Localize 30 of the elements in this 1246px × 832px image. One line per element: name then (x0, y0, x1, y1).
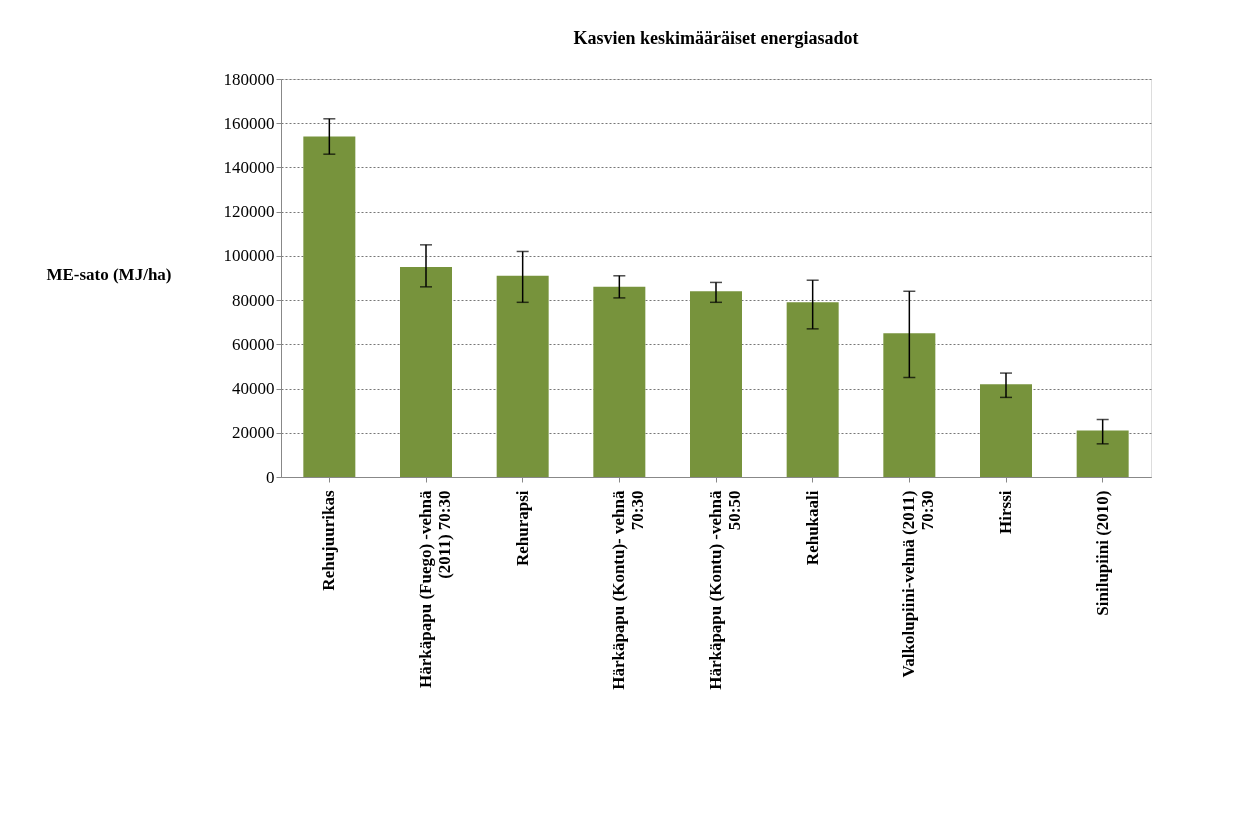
x-tick-label: Valkolupiini-vehnä (2011) 70:30 (899, 490, 938, 678)
bar (690, 291, 742, 477)
bar (883, 333, 936, 477)
y-tick-label: 160000 (223, 113, 275, 133)
y-tick-label: 140000 (223, 157, 275, 177)
bar (980, 384, 1032, 477)
bar (496, 275, 549, 477)
y-axis-title: ME-sato (MJ/ha) (46, 264, 172, 284)
x-tick-label: Härkäpapu (Kontu)- vehnä 70:30 (609, 490, 648, 690)
x-tick-label: Härkäpapu (Fuego) -vehnä (2011) 70:30 (416, 490, 454, 688)
x-tick-label: Rehurapsi (512, 490, 532, 567)
y-tick-label: 20000 (232, 423, 275, 443)
y-tick-label: 80000 (232, 290, 275, 310)
y-tick-label: 60000 (232, 334, 275, 354)
y-tick-label: 100000 (223, 246, 275, 266)
y-tick-label: 40000 (232, 379, 275, 399)
x-tick-label: Rehukaali (802, 490, 822, 566)
y-tick-label: 0 (266, 467, 275, 487)
x-tick-label: Hirssi (996, 490, 1015, 534)
y-tick-label: 180000 (223, 69, 275, 89)
chart-title: Kasvien keskimääräiset energiasadot (573, 28, 859, 48)
bar (1076, 430, 1129, 477)
x-tick-label: Härkäpapu (Kontu) -vehnä 50:50 (706, 490, 744, 690)
x-tick-label: Sinilupiini (2010) (1092, 490, 1112, 616)
x-tick-label: Rehujuurikas (319, 490, 339, 591)
bar (400, 266, 452, 477)
y-tick-label: 120000 (223, 202, 275, 222)
bar (593, 286, 646, 477)
bar (303, 136, 356, 477)
bar (786, 302, 839, 477)
